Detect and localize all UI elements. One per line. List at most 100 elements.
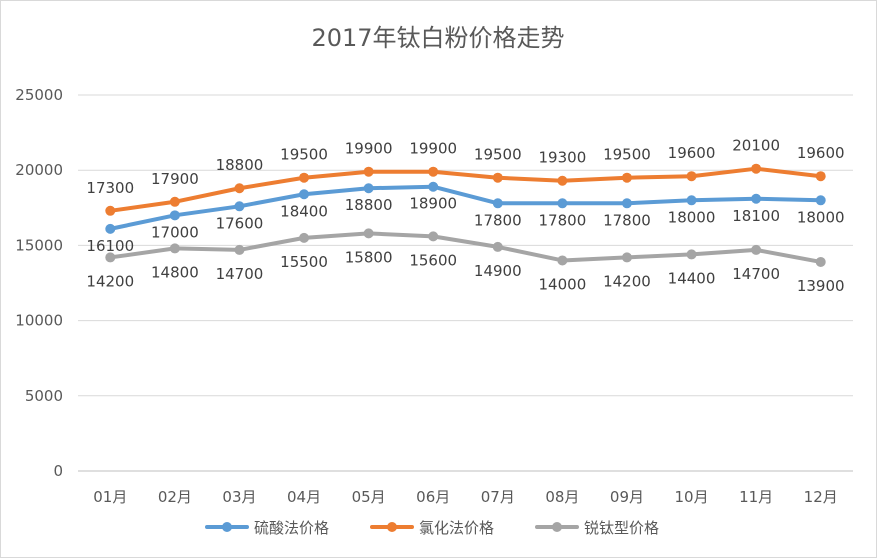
y-tick-label: 5000 [25, 387, 63, 405]
data-point [363, 183, 374, 194]
data-label: 19900 [345, 140, 393, 158]
data-point [105, 223, 116, 234]
data-label: 18900 [409, 195, 457, 213]
y-axis: 0 5000 10000 15000 20000 25000 [15, 86, 63, 480]
data-label: 16100 [86, 237, 134, 255]
legend-label: 硫酸法价格 [254, 519, 329, 537]
y-tick-label: 15000 [15, 236, 63, 254]
x-tick-label: 02月 [158, 488, 192, 506]
legend-marker [387, 522, 397, 532]
data-label: 18400 [280, 202, 328, 220]
data-label: 14000 [539, 275, 587, 293]
data-label: 14800 [151, 263, 199, 281]
series-line [108, 166, 823, 213]
data-label: 17900 [151, 170, 199, 188]
data-label: 18800 [216, 156, 264, 174]
x-axis: 01月 02月 03月 04月 05月 06月 07月 08月 09月 10月 11月 12月 [93, 488, 838, 506]
data-label: 14200 [603, 272, 651, 290]
data-point [234, 244, 245, 255]
data-point [557, 175, 568, 186]
data-point [621, 252, 632, 263]
legend-label: 锐钛型价格 [584, 519, 659, 537]
data-point [428, 166, 439, 177]
data-point [686, 249, 697, 260]
data-label: 19500 [474, 146, 522, 164]
x-tick-label: 11月 [739, 488, 773, 506]
data-point [557, 255, 568, 266]
data-label: 15600 [409, 251, 457, 269]
data-label: 15800 [345, 248, 393, 266]
y-tick-label: 10000 [15, 312, 63, 330]
y-tick-label: 0 [53, 462, 63, 480]
data-label: 19300 [539, 149, 587, 167]
data-point [751, 163, 762, 174]
y-tick-label: 20000 [15, 161, 63, 179]
data-label: 14900 [474, 262, 522, 280]
data-point [234, 201, 245, 212]
data-point [299, 232, 310, 243]
data-label: 14400 [668, 269, 716, 287]
data-label: 19900 [409, 140, 457, 158]
chart-title: 2017年钛白粉价格走势 [311, 24, 564, 52]
data-point [169, 243, 180, 254]
data-label: 20100 [732, 137, 780, 155]
data-label: 19500 [280, 146, 328, 164]
data-point [169, 196, 180, 207]
data-point [492, 241, 503, 252]
data-label: 17300 [86, 179, 134, 197]
data-label: 14700 [216, 265, 264, 283]
data-point [428, 181, 439, 192]
data-label: 17800 [603, 211, 651, 229]
data-point [492, 172, 503, 183]
data-label: 17000 [151, 223, 199, 241]
data-labels: 16100 17000 17600 18400 18800 18900 17800 17800… [86, 137, 844, 295]
data-label: 18100 [732, 207, 780, 225]
y-tick-label: 25000 [15, 86, 63, 104]
legend: 硫酸法价格 氯化法价格 锐钛型价格 [205, 519, 659, 537]
data-point [492, 198, 503, 209]
data-point [621, 198, 632, 209]
data-point [751, 244, 762, 255]
data-point [299, 189, 310, 200]
data-point [751, 193, 762, 204]
data-label: 18800 [345, 196, 393, 214]
data-label: 19600 [668, 144, 716, 162]
x-tick-label: 12月 [804, 488, 838, 506]
data-label: 13900 [797, 277, 845, 295]
series-line [108, 231, 823, 264]
data-point [557, 198, 568, 209]
data-label: 17600 [216, 214, 264, 232]
data-point [686, 171, 697, 182]
x-tick-label: 06月 [416, 488, 450, 506]
data-label: 19500 [603, 146, 651, 164]
data-point [686, 195, 697, 206]
data-point [428, 231, 439, 242]
x-tick-label: 07月 [481, 488, 515, 506]
data-label: 19600 [797, 144, 845, 162]
x-tick-label: 10月 [674, 488, 708, 506]
legend-label: 氯化法价格 [419, 519, 494, 537]
x-tick-label: 01月 [93, 488, 127, 506]
legend-marker [222, 522, 232, 532]
data-point [363, 166, 374, 177]
data-label: 17800 [474, 211, 522, 229]
data-point [815, 195, 826, 206]
series-group [105, 163, 826, 267]
x-tick-label: 08月 [545, 488, 579, 506]
legend-marker [552, 522, 562, 532]
data-point [299, 172, 310, 183]
data-point [105, 205, 116, 216]
data-point [105, 252, 116, 263]
data-label: 15500 [280, 253, 328, 271]
data-point [363, 228, 374, 239]
x-tick-label: 04月 [287, 488, 321, 506]
x-tick-label: 05月 [352, 488, 386, 506]
data-label: 14700 [732, 265, 780, 283]
series-line [108, 184, 823, 231]
data-label: 18000 [797, 208, 845, 226]
data-point [815, 256, 826, 267]
x-tick-label: 09月 [610, 488, 644, 506]
data-label: 17800 [539, 211, 587, 229]
